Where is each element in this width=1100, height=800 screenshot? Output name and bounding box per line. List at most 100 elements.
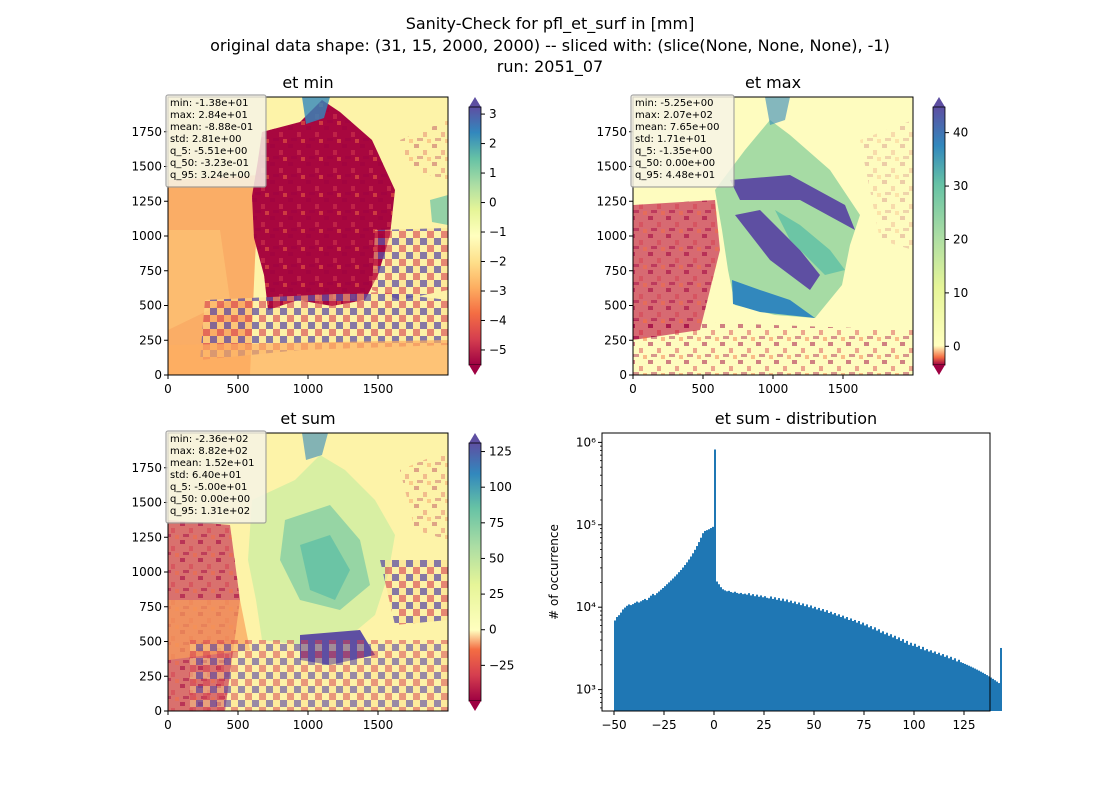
colorbar-et-max: 0 10 20 30 40 [932,97,968,375]
y-tick-label: 10⁶ [576,435,596,449]
histogram-bar [784,601,786,711]
histogram-bar [692,553,694,711]
suptitle-line-1: Sanity-Check for pfl_et_surf in [mm] [406,14,695,34]
histogram-bar [980,671,982,711]
histogram-bar [628,604,630,711]
histogram-bar [640,601,642,711]
histogram-bar [796,604,798,711]
y-tick-label: 1000 [131,565,162,579]
histogram-bar [956,661,958,711]
stats-line: q_50: 0.00e+00 [635,158,715,169]
histogram-bar [766,597,768,711]
colorbar-extend-bottom [469,701,481,711]
histogram-bar [678,572,680,711]
histogram-bar [972,667,974,711]
histogram-bar [726,591,728,711]
histogram-bar [760,595,762,711]
histogram-bar [804,606,806,711]
histogram-bar [816,609,818,711]
histogram-bar [888,635,890,711]
x-tick-label: 1000 [293,718,324,732]
colorbar-extend-bottom [469,365,481,375]
heatmap-region-band-2 [735,210,820,290]
histogram-bar [866,624,868,711]
histogram-bar [732,592,734,711]
stats-box-et-min: min: -1.38e+01 max: 2.84e+01 mean: -8.88… [165,94,267,188]
histogram-bar [874,627,876,711]
colorbar-body [932,106,946,366]
colorbar-tick-label: 0 [489,623,497,637]
colorbar-ticks: −5 −4 −3 −2 −1 0 1 2 3 [481,107,507,357]
histogram-bar [658,591,660,711]
y-tick-label: 250 [604,333,627,347]
x-tick-label: 500 [227,382,250,396]
histogram-bar [786,599,788,711]
histogram-bar [820,610,822,711]
histogram-bar [684,565,686,711]
y-tick-label: 1250 [131,194,162,208]
colorbar-extend-top [469,97,481,107]
histogram-bar [822,609,824,711]
histogram-bar [712,526,714,711]
y-tick-label: 0 [619,368,627,382]
histogram-bar [638,602,640,711]
colorbar-extend-bottom [933,365,945,375]
histogram-bar [652,593,654,711]
histogram-bar [896,639,898,711]
histogram-bar [716,581,718,711]
x-tick-label: 1500 [363,382,394,396]
histogram-bars [614,449,1002,711]
heatmap-region-north-blue [765,97,790,125]
histogram-bar [660,589,662,711]
histogram-bar [868,627,870,711]
histogram-bar [700,537,702,711]
histogram-bar [794,601,796,711]
y-tick-label: 750 [604,264,627,278]
histogram-bar [722,589,724,711]
histogram-bar [648,597,650,711]
histogram-bar [654,595,656,711]
stats-line: q_95: 1.31e+02 [170,506,250,517]
histogram-bar [806,604,808,711]
histogram-bar [740,592,742,711]
histogram-bar [634,602,636,711]
colorbar-tick-label: 40 [953,126,968,140]
stats-line: std: 1.71e+01 [635,134,707,145]
histogram-bar [864,625,866,711]
histogram-bar [738,593,740,711]
histogram-bar [906,640,908,711]
histogram-bar [838,614,840,711]
histogram-bar [618,615,620,711]
histogram-bar [920,649,922,711]
histogram-bar [724,590,726,711]
x-ticks: 0 500 1000 1500 [629,375,858,396]
heatmap-region-east-blocks [380,560,448,625]
histogram-bar [998,683,1000,711]
histogram-bar [902,639,904,711]
colorbar-tick-label: −3 [489,284,507,298]
histogram-bar [690,556,692,711]
y-tick-label: 750 [139,600,162,614]
histogram-bar [844,618,846,711]
histogram-bar [656,593,658,711]
histogram-bar [824,611,826,711]
y-tick-label: 500 [604,299,627,313]
stats-box-et-max: min: -5.25e+00 max: 2.07e+02 mean: 7.65e… [630,94,735,188]
histogram-bar [952,659,954,711]
panel-et-sum: et sum 0 500 1000 1500 02505007501000125015… [131,409,514,732]
heatmap-region-band-3 [732,280,815,318]
y-tick-label: 10³ [576,683,596,697]
histogram-bar [944,656,946,711]
stats-line: min: -2.36e+02 [170,434,249,445]
histogram-bar [630,605,632,711]
stats-line: q_50: -3.23e-01 [170,158,249,169]
heatmap-region-west-noise-texture [633,200,720,340]
heatmap-region-central-blue [300,535,350,600]
histogram-bar [936,654,938,711]
y-tick-label: 1500 [131,496,162,510]
histogram-bar [682,567,684,711]
histogram-bar [898,637,900,711]
histogram-bar [842,615,844,711]
histogram-bar [894,635,896,711]
histogram-bar [914,643,916,711]
